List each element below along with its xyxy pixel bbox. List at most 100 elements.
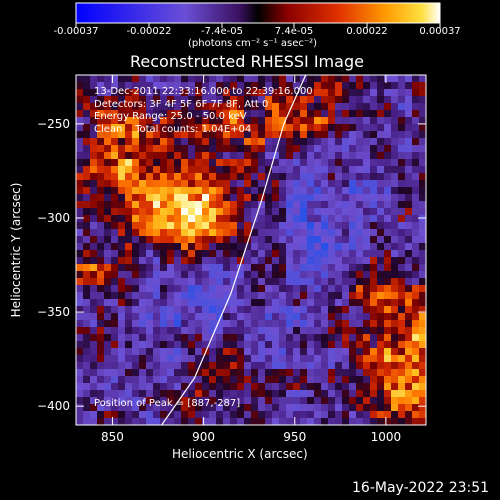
heatmap-cell [90, 362, 98, 370]
heatmap-cell [125, 215, 133, 223]
heatmap-cell [412, 320, 420, 328]
heatmap-cell [398, 355, 406, 363]
heatmap-cell [391, 215, 399, 223]
heatmap-cell [356, 320, 364, 328]
heatmap-cell [104, 320, 112, 328]
heatmap-cell [216, 222, 224, 230]
heatmap-cell [118, 152, 126, 160]
heatmap-cell [300, 376, 308, 384]
heatmap-cell [293, 299, 301, 307]
heatmap-cell [195, 369, 203, 377]
heatmap-cell [237, 173, 245, 181]
heatmap-cell [104, 362, 112, 370]
heatmap-cell [160, 236, 168, 244]
heatmap-cell [202, 397, 210, 405]
heatmap-cell [328, 75, 336, 83]
heatmap-cell [104, 292, 112, 300]
heatmap-cell [146, 383, 154, 391]
heatmap-cell [321, 138, 329, 146]
heatmap-cell [405, 194, 413, 202]
heatmap-cell [265, 103, 273, 111]
heatmap-cell [356, 362, 364, 370]
heatmap-cell [83, 418, 91, 425]
heatmap-cell [195, 131, 203, 139]
heatmap-cell [251, 103, 259, 111]
heatmap-cell [286, 89, 294, 97]
heatmap-cell [342, 369, 350, 377]
heatmap-cell [160, 348, 168, 356]
heatmap-cell [139, 243, 147, 251]
heatmap-cell [405, 75, 413, 83]
heatmap-cell [153, 96, 161, 104]
heatmap-cell [188, 159, 196, 167]
heatmap-cell [104, 299, 112, 307]
heatmap-cell [265, 271, 273, 279]
heatmap-cell [356, 250, 364, 258]
heatmap-cell [335, 376, 343, 384]
heatmap-cell [286, 292, 294, 300]
heatmap-cell [188, 117, 196, 125]
heatmap-cell [286, 355, 294, 363]
heatmap-cell [111, 257, 119, 265]
heatmap-cell [223, 229, 231, 237]
heatmap-cell [139, 222, 147, 230]
heatmap-cell [125, 313, 133, 321]
heatmap-cell [419, 341, 426, 349]
heatmap-cell [237, 278, 245, 286]
heatmap-cell [195, 397, 203, 405]
heatmap-cell [125, 75, 133, 83]
heatmap-cell [300, 285, 308, 293]
heatmap-cell [272, 159, 280, 167]
heatmap-cell [118, 229, 126, 237]
heatmap-cell [174, 201, 182, 209]
heatmap-cell [272, 96, 280, 104]
heatmap-cell [286, 236, 294, 244]
heatmap-cell [272, 103, 280, 111]
heatmap-cell [230, 257, 238, 265]
heatmap-cell [104, 355, 112, 363]
heatmap-cell [377, 278, 385, 286]
heatmap-cell [167, 320, 175, 328]
heatmap-cell [349, 222, 357, 230]
heatmap-cell [90, 418, 98, 425]
heatmap-cell [412, 341, 420, 349]
heatmap-cell [195, 96, 203, 104]
heatmap-cell [139, 138, 147, 146]
heatmap-cell [321, 180, 329, 188]
heatmap-cell [342, 117, 350, 125]
heatmap-cell [419, 124, 426, 132]
heatmap-cell [167, 229, 175, 237]
heatmap-cell [314, 222, 322, 230]
heatmap-cell [146, 208, 154, 216]
heatmap-cell [384, 320, 392, 328]
heatmap-cell [300, 110, 308, 118]
heatmap-cell [111, 411, 119, 419]
heatmap-cell [139, 89, 147, 97]
heatmap-cell [174, 103, 182, 111]
heatmap-cell [104, 236, 112, 244]
heatmap-cell [90, 369, 98, 377]
heatmap-cell [146, 82, 154, 90]
heatmap-cell [111, 369, 119, 377]
heatmap-cell [342, 166, 350, 174]
heatmap-cell [181, 89, 189, 97]
heatmap-cell [223, 89, 231, 97]
heatmap-cell [76, 369, 84, 377]
heatmap-cell [314, 96, 322, 104]
heatmap-cell [160, 201, 168, 209]
heatmap-cell [321, 89, 329, 97]
heatmap-cell [321, 257, 329, 265]
heatmap-cell [195, 110, 203, 118]
heatmap-cell [272, 369, 280, 377]
heatmap-cell [412, 278, 420, 286]
heatmap-cell [398, 411, 406, 419]
heatmap-cell [237, 215, 245, 223]
heatmap-cell [321, 418, 329, 425]
heatmap-cell [405, 257, 413, 265]
heatmap-cell [139, 278, 147, 286]
heatmap-cell [342, 348, 350, 356]
heatmap-cell [377, 75, 385, 83]
heatmap-cell [132, 138, 140, 146]
heatmap-cell [181, 180, 189, 188]
heatmap-cell [272, 243, 280, 251]
